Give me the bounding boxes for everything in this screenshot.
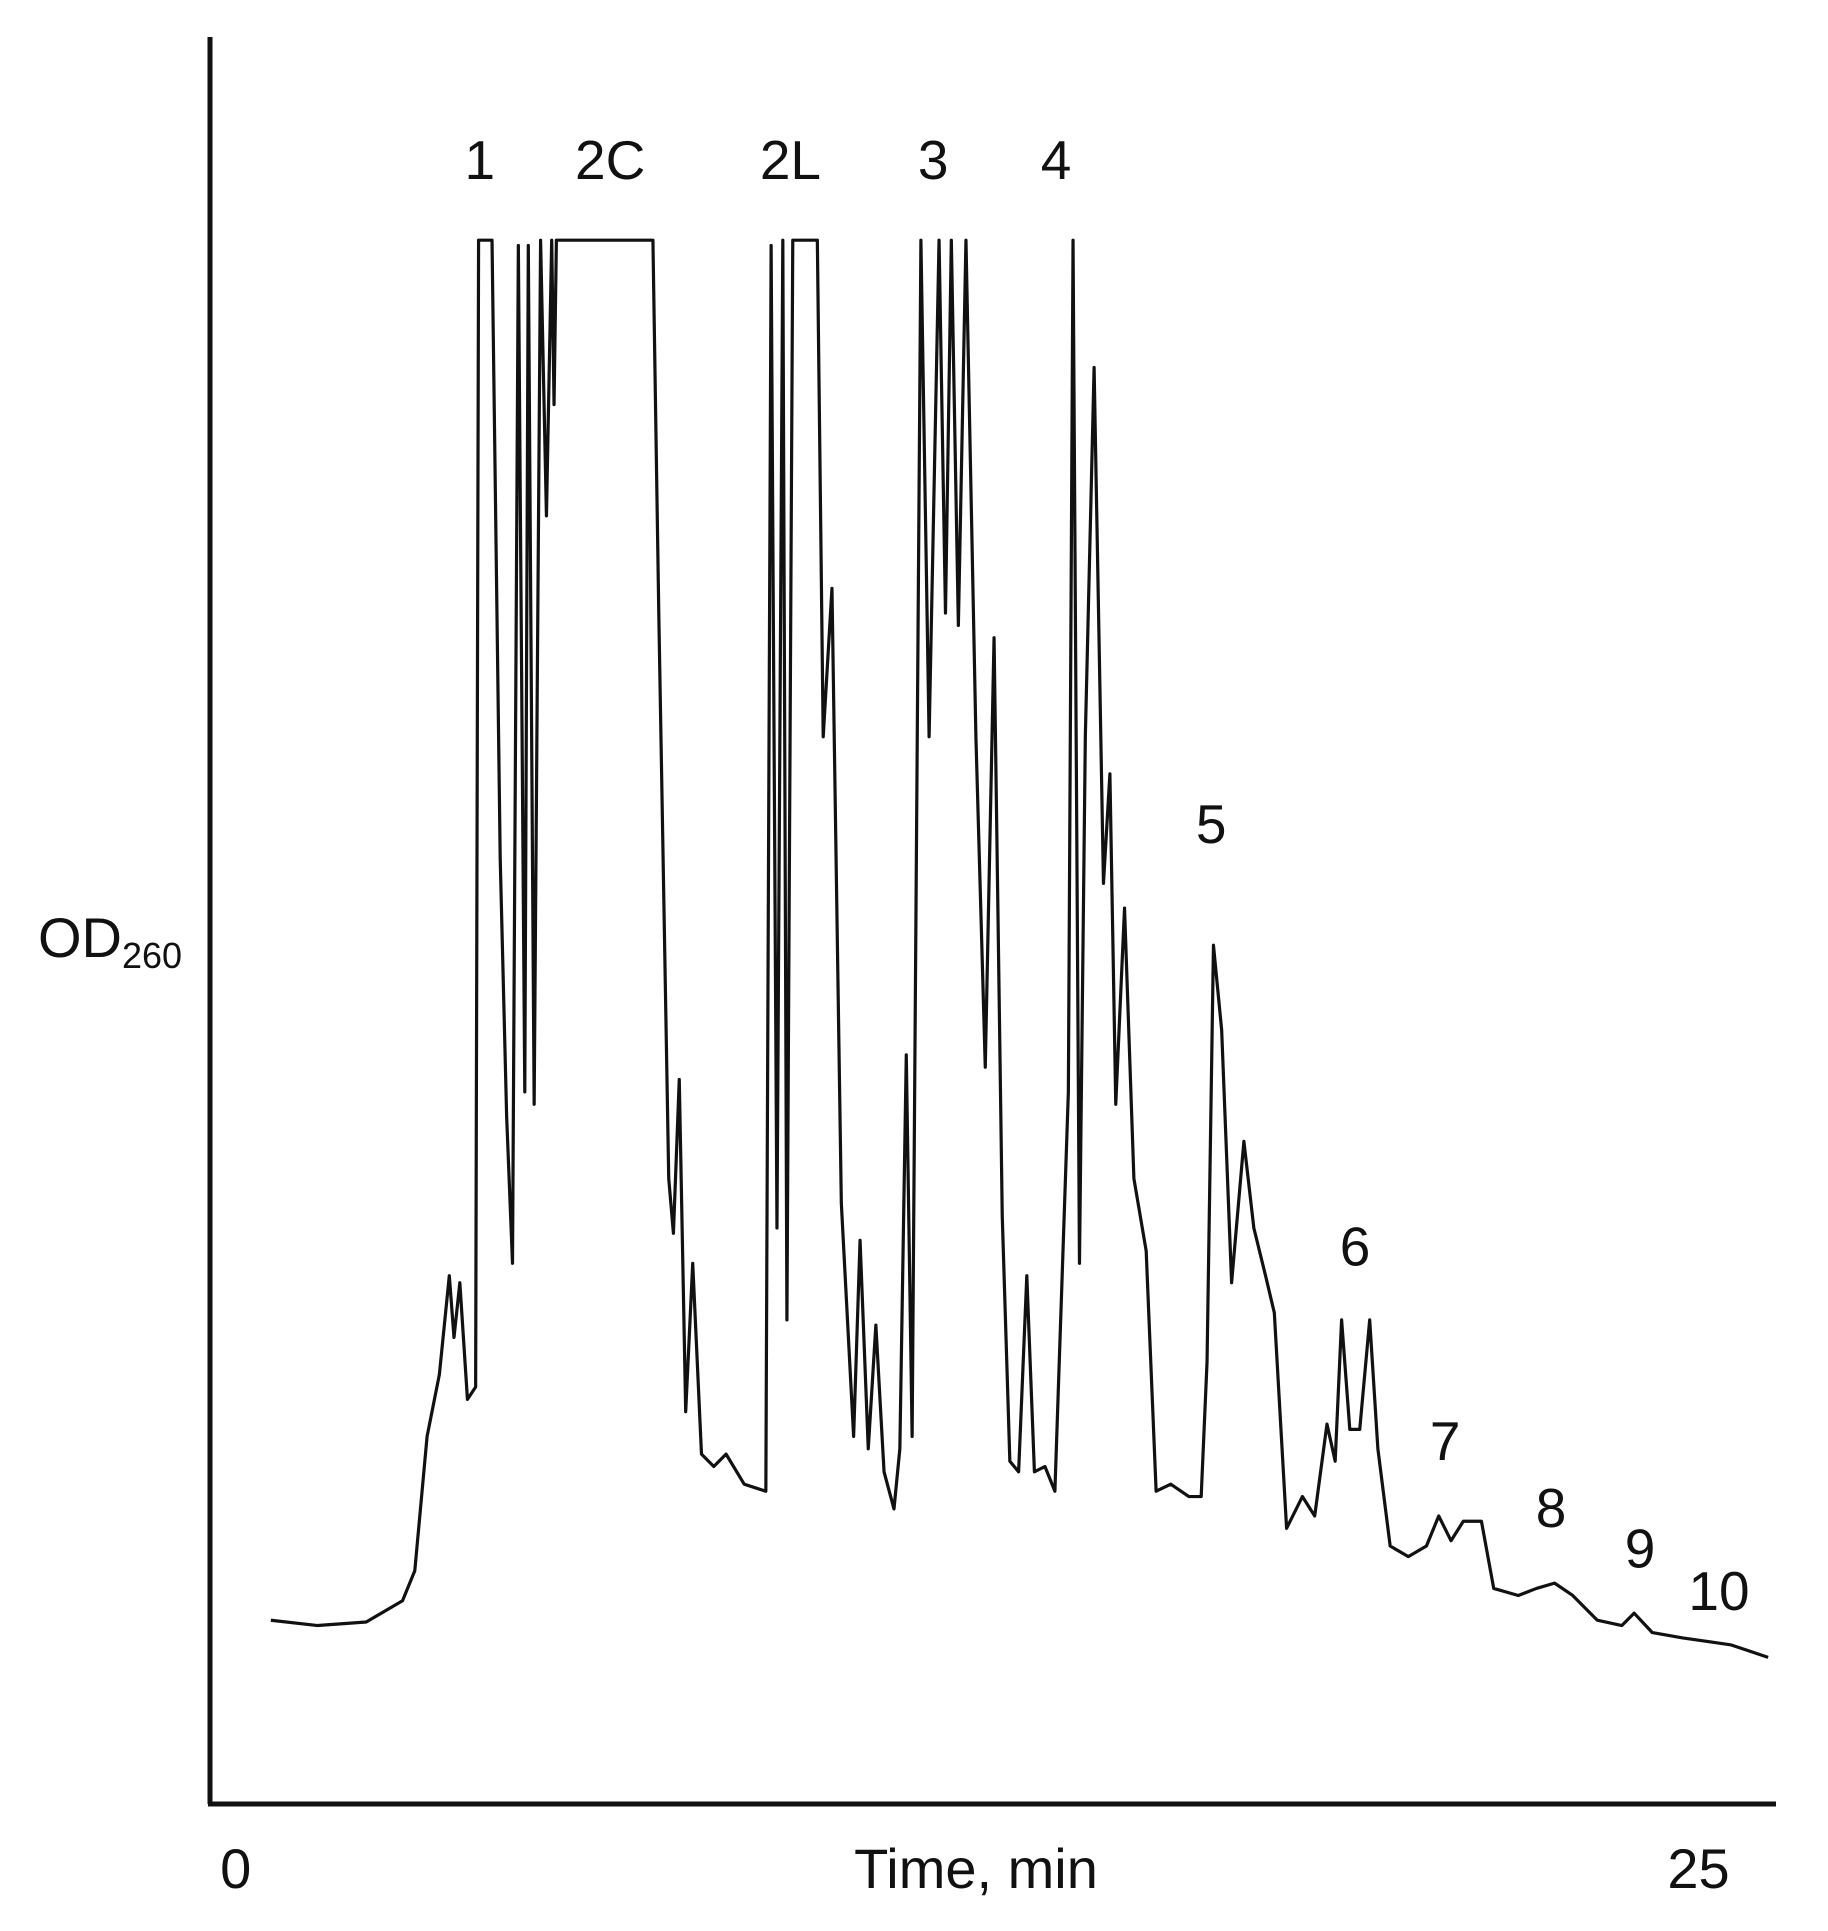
trace-line: [270, 238, 1769, 1659]
y-axis-label-subscript: 260: [122, 935, 182, 976]
peak-label: 9: [1625, 1518, 1656, 1580]
peak-label: 8: [1536, 1477, 1567, 1539]
peak-label: 2C: [575, 129, 645, 191]
x-axis-label: Time, min: [854, 1837, 1098, 1900]
y-axis-label-main: OD: [38, 906, 122, 969]
peak-label: 5: [1196, 793, 1227, 855]
peak-label: 3: [918, 129, 949, 191]
peak-label: 4: [1041, 129, 1072, 191]
peak-label: 6: [1340, 1215, 1371, 1277]
peak-label: 7: [1430, 1410, 1461, 1472]
x-tick-label: 25: [1667, 1837, 1729, 1900]
x-tick-label: 0: [220, 1837, 251, 1900]
y-axis-label: OD260: [38, 906, 182, 976]
peak-label: 1: [464, 129, 495, 191]
peak-label: 10: [1688, 1560, 1749, 1622]
peak-label: 2L: [760, 129, 821, 191]
